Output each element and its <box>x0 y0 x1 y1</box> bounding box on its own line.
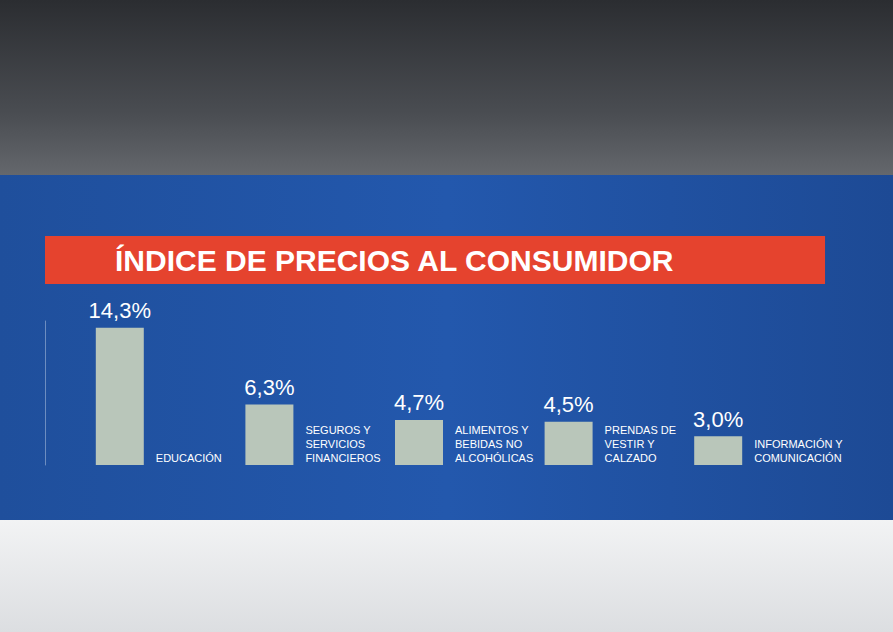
svg-text:SERVICIOS: SERVICIOS <box>305 438 365 450</box>
svg-text:4,7%: 4,7% <box>394 390 444 415</box>
svg-text:BEBIDAS NO: BEBIDAS NO <box>455 438 523 450</box>
svg-text:ALIMENTOS Y: ALIMENTOS Y <box>455 424 529 436</box>
svg-text:COMUNICACIÓN: COMUNICACIÓN <box>754 452 841 464</box>
svg-text:14,3%: 14,3% <box>89 298 151 323</box>
svg-text:CALZADO: CALZADO <box>605 452 657 464</box>
svg-text:6,3%: 6,3% <box>244 375 294 400</box>
svg-text:FINANCIEROS: FINANCIEROS <box>305 452 380 464</box>
svg-text:ÍNDICE DE PRECIOS AL CONSUMIDO: ÍNDICE DE PRECIOS AL CONSUMIDOR <box>115 244 674 277</box>
svg-text:4,5%: 4,5% <box>544 392 594 417</box>
svg-text:INFORMACIÓN Y: INFORMACIÓN Y <box>754 438 843 450</box>
svg-text:PRENDAS DE: PRENDAS DE <box>605 424 677 436</box>
svg-text:ALCOHÓLICAS: ALCOHÓLICAS <box>455 452 533 464</box>
svg-text:SEGUROS Y: SEGUROS Y <box>305 424 371 436</box>
svg-text:VESTIR Y: VESTIR Y <box>605 438 656 450</box>
svg-text:EDUCACIÓN: EDUCACIÓN <box>156 452 222 464</box>
svg-text:3,0%: 3,0% <box>693 407 743 432</box>
